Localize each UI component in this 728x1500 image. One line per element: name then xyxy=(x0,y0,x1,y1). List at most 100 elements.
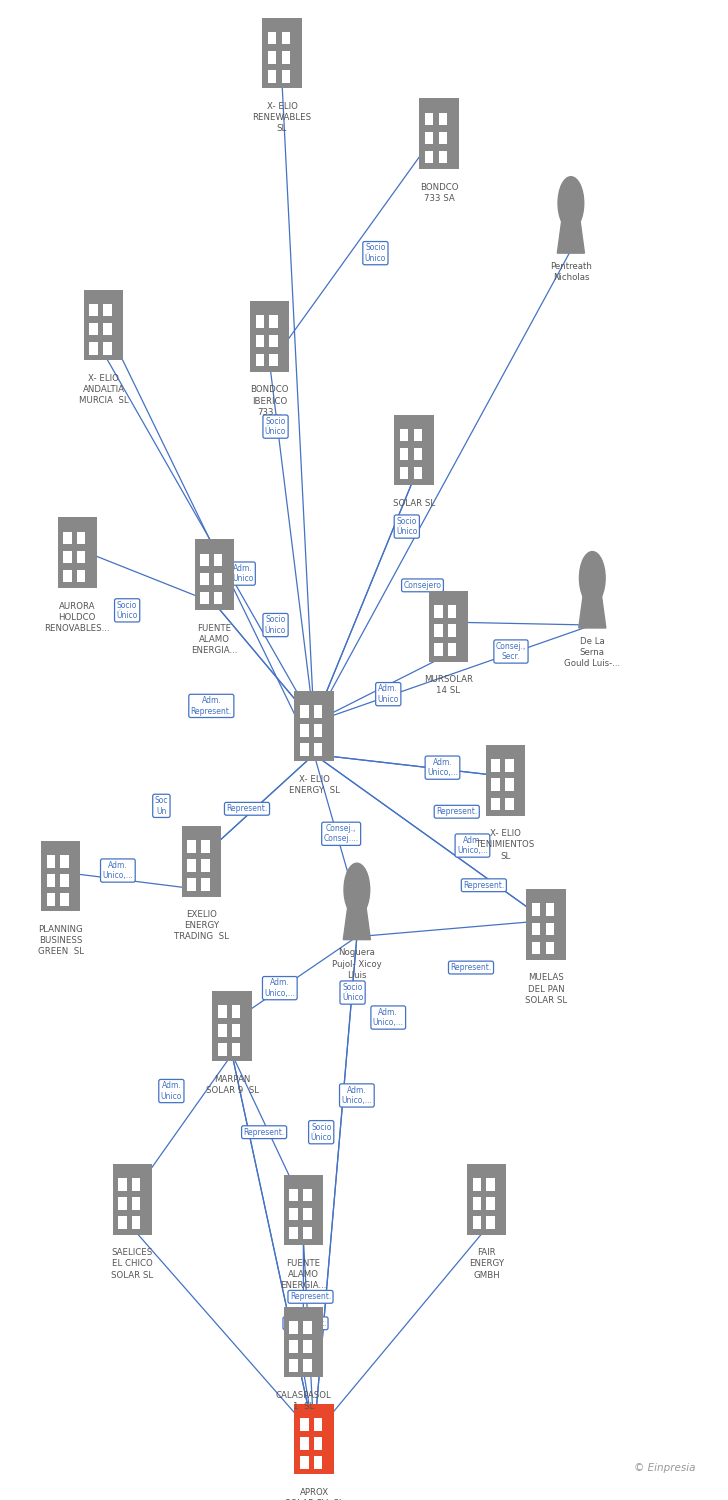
Bar xyxy=(303,1208,312,1221)
Text: Adm.
Unico,...: Adm. Unico,... xyxy=(427,758,458,777)
Bar xyxy=(132,1197,141,1210)
Bar xyxy=(187,879,196,891)
Text: MUELAS
DEL PAN
SOLAR SL: MUELAS DEL PAN SOLAR SL xyxy=(525,974,567,1005)
Bar xyxy=(232,1042,240,1056)
Text: MARPAN
SOLAR 9  SL: MARPAN SOLAR 9 SL xyxy=(205,1076,258,1095)
Bar xyxy=(314,742,323,756)
Text: Socio
Único: Socio Único xyxy=(365,243,386,262)
Text: Socio
Único: Socio Único xyxy=(311,1122,332,1142)
Bar xyxy=(256,354,264,366)
Bar xyxy=(214,591,223,604)
Bar xyxy=(256,334,264,346)
Text: Socio
Único: Socio Único xyxy=(116,600,138,619)
Bar xyxy=(201,840,210,854)
FancyBboxPatch shape xyxy=(113,1164,151,1234)
FancyBboxPatch shape xyxy=(486,746,525,816)
Text: Represent.: Represent. xyxy=(226,804,268,813)
Bar xyxy=(289,1208,298,1221)
Bar xyxy=(424,112,433,126)
Text: Socio
Único: Socio Único xyxy=(265,615,286,634)
Bar xyxy=(486,1179,495,1191)
FancyBboxPatch shape xyxy=(182,827,221,897)
Text: Adm.
Unico,...: Adm. Unico,... xyxy=(341,1086,372,1106)
Bar xyxy=(300,1437,309,1449)
Bar xyxy=(438,112,447,126)
Text: AURORA
HOLDCO
RENOVABLES...: AURORA HOLDCO RENOVABLES... xyxy=(44,602,110,633)
Bar xyxy=(201,879,210,891)
Bar xyxy=(200,591,209,604)
Bar xyxy=(400,447,408,460)
Bar xyxy=(103,342,112,354)
Text: X- ELIO
RENEWABLES
SL: X- ELIO RENEWABLES SL xyxy=(253,102,312,134)
Text: X- ELIO
TENIMIENTOS
SL: X- ELIO TENIMIENTOS SL xyxy=(475,830,535,861)
Text: Adm.
Unico,...: Adm. Unico,... xyxy=(264,978,296,998)
Text: Socio
Único: Socio Único xyxy=(342,982,363,1002)
FancyBboxPatch shape xyxy=(84,290,123,360)
Bar xyxy=(472,1179,481,1191)
Bar xyxy=(300,724,309,736)
FancyBboxPatch shape xyxy=(284,1174,323,1245)
Bar xyxy=(77,570,85,582)
FancyBboxPatch shape xyxy=(262,18,301,88)
FancyBboxPatch shape xyxy=(284,1306,323,1377)
Bar xyxy=(47,892,55,906)
FancyBboxPatch shape xyxy=(213,992,252,1062)
Bar xyxy=(491,759,499,772)
Text: Represent.: Represent. xyxy=(290,1293,331,1302)
Bar xyxy=(434,624,443,638)
Bar xyxy=(314,1418,323,1431)
Text: PLANNING
BUSINESS
GREEN  SL: PLANNING BUSINESS GREEN SL xyxy=(38,926,84,956)
Bar xyxy=(448,624,456,638)
Bar xyxy=(268,32,277,45)
Bar xyxy=(201,859,210,871)
Bar xyxy=(303,1322,312,1334)
Text: De La
Serna
Gould Luis-...: De La Serna Gould Luis-... xyxy=(564,638,620,668)
Bar xyxy=(268,70,277,82)
Bar xyxy=(282,32,290,45)
Bar xyxy=(269,354,278,366)
Text: EXELIO
ENERGY
TRADING  SL: EXELIO ENERGY TRADING SL xyxy=(174,910,229,942)
Bar xyxy=(63,570,71,582)
Bar xyxy=(289,1359,298,1372)
Bar xyxy=(256,315,264,328)
Bar xyxy=(90,342,98,354)
Text: FAIR
ENERGY
GMBH: FAIR ENERGY GMBH xyxy=(469,1248,505,1280)
Polygon shape xyxy=(344,897,371,939)
Bar xyxy=(472,1216,481,1228)
Bar xyxy=(400,466,408,480)
Bar xyxy=(77,531,85,544)
Text: Adm.
Unico,...: Adm. Unico,... xyxy=(457,836,488,855)
Bar xyxy=(434,644,443,656)
Bar xyxy=(118,1197,127,1210)
Bar xyxy=(218,1042,226,1056)
Text: X- ELIO
ENERGY  SL: X- ELIO ENERGY SL xyxy=(288,776,339,795)
Bar xyxy=(531,903,540,916)
Bar xyxy=(303,1227,312,1239)
Bar xyxy=(531,922,540,934)
Bar xyxy=(303,1188,312,1202)
Bar xyxy=(63,531,71,544)
Bar xyxy=(438,150,447,164)
FancyBboxPatch shape xyxy=(526,890,566,960)
Text: BONDCO
IBERICO
733...: BONDCO IBERICO 733... xyxy=(250,386,289,417)
Bar xyxy=(214,554,223,567)
Text: Adm.
Unico,...: Adm. Unico,... xyxy=(103,861,133,880)
Bar xyxy=(132,1179,141,1191)
Bar xyxy=(448,604,456,618)
Bar xyxy=(214,573,223,585)
Text: Socio
Único: Socio Único xyxy=(396,518,417,537)
Bar xyxy=(103,322,112,336)
Text: BONDCO
733 SA: BONDCO 733 SA xyxy=(419,183,458,203)
Bar xyxy=(187,859,196,871)
Text: Represent.: Represent. xyxy=(463,880,505,890)
Bar xyxy=(63,550,71,564)
Bar xyxy=(448,644,456,656)
Bar xyxy=(218,1024,226,1036)
Text: Noguera
Pujol- Xicoy
Lluis: Noguera Pujol- Xicoy Lluis xyxy=(332,948,381,980)
FancyBboxPatch shape xyxy=(429,591,468,662)
FancyBboxPatch shape xyxy=(250,302,290,372)
Text: Adm.
Unico,...: Adm. Unico,... xyxy=(373,1008,404,1028)
Bar xyxy=(472,1197,481,1210)
Bar xyxy=(282,51,290,63)
Bar xyxy=(289,1322,298,1334)
